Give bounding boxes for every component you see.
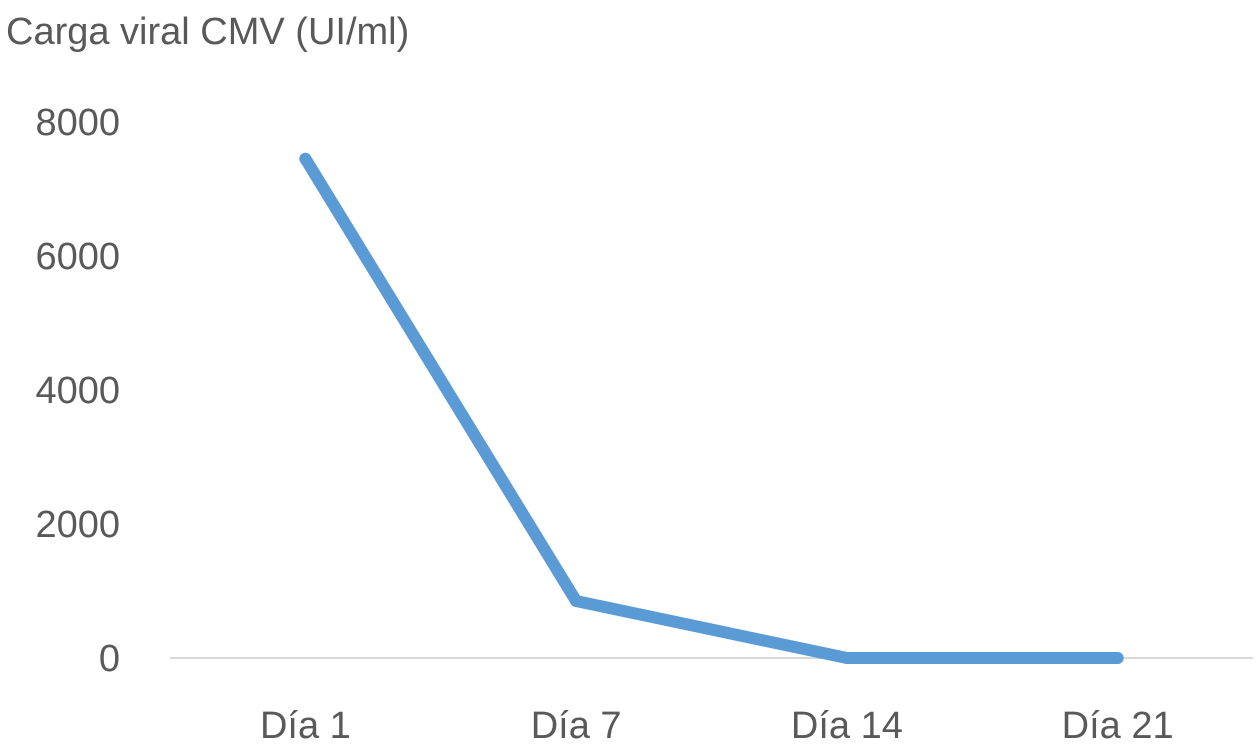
- y-tick-label: 8000: [35, 102, 120, 144]
- series-line: [299, 152, 1124, 664]
- y-tick-label: 6000: [35, 236, 120, 278]
- y-tick-label: 0: [99, 638, 120, 680]
- data-point: [840, 652, 853, 664]
- x-category-label: Día 21: [1062, 705, 1174, 745]
- x-category-label: Día 1: [260, 705, 351, 745]
- y-tick-label: 4000: [35, 370, 120, 412]
- y-tick-label: 2000: [35, 504, 120, 546]
- x-axis-categories: Día 1 Día 7 Día 14 Día 21: [260, 705, 1174, 745]
- series-layer: [299, 152, 1124, 664]
- data-point: [299, 152, 312, 165]
- data-point: [570, 595, 583, 608]
- y-axis-ticks: 0 2000 4000 6000 8000: [35, 102, 120, 680]
- y-axis-title: Carga viral CMV (UI/ml): [6, 11, 409, 53]
- x-category-label: Día 7: [531, 705, 622, 745]
- x-category-label: Día 14: [791, 705, 903, 745]
- data-point: [1111, 652, 1124, 664]
